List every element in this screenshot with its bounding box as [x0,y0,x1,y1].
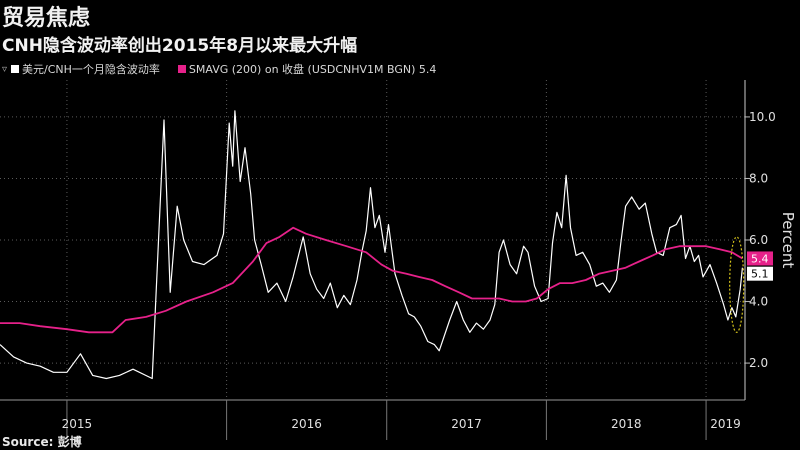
source-note: Source: 彭博 [2,435,82,449]
last-value-badge-vol [747,266,773,281]
legend: ▿ 美元/CNH一个月隐含波动率 SMAVG (200) on 收盘 (USDC… [2,61,436,77]
legend-label-series1: 美元/CNH一个月隐含波动率 [22,63,160,76]
last-value-label-smavg: 5.4 [751,252,769,265]
y-tick-label: 8.0 [749,171,768,185]
y-tick-label: 2.0 [749,356,768,370]
x-tick-label: 2015 [62,417,93,431]
x-tick-label: 2017 [451,417,482,431]
y-axis-label: Percent [779,212,797,269]
legend-label-series2: SMAVG (200) on 收盘 (USDCNHV1M BGN) 5.4 [188,63,437,76]
last-value-label-vol: 5.1 [751,268,769,281]
legend-swatch-white [11,65,20,73]
last-value-badge-smavg [747,251,773,266]
x-tick-label: 2018 [611,417,642,431]
y-tick-label: 10.0 [749,110,776,124]
series-line-smavg [0,226,743,334]
dropdown-icon[interactable]: ▿ [2,63,8,75]
x-tick-label: 2016 [291,417,322,431]
x-tick-label: 2019 [710,417,741,431]
y-tick-label: 4.0 [749,295,768,309]
legend-swatch-pink [177,65,186,73]
highlight-ellipse [729,236,745,333]
series-line-implied-vol [0,110,743,380]
chart-title: 贸易焦虑 [2,6,91,31]
chart-subtitle: CNH隐含波动率创出2015年8月以来最大升幅 [2,36,358,56]
y-tick-label: 6.0 [749,233,768,247]
